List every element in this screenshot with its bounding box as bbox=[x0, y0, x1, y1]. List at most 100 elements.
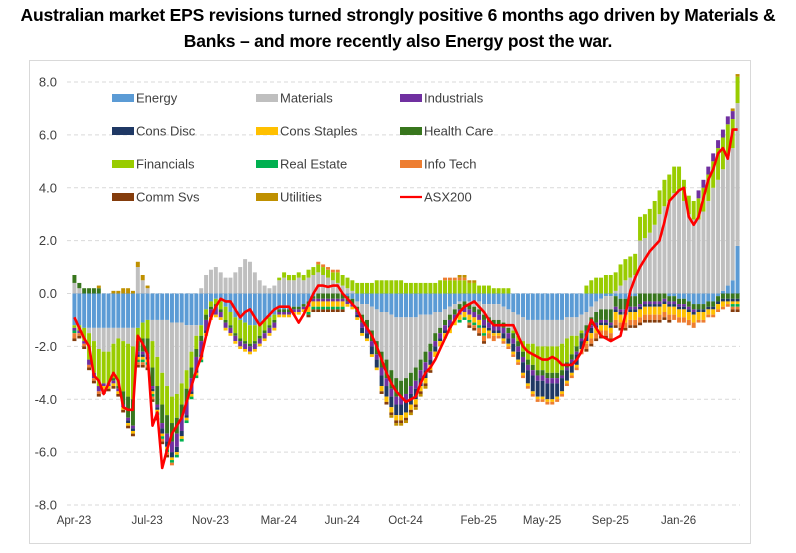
legend-label: ASX200 bbox=[424, 190, 472, 205]
bar-segment-health-care bbox=[296, 306, 301, 310]
bar-stack bbox=[428, 282, 433, 373]
bar-segment-info-tech bbox=[511, 354, 516, 357]
bar-segment-info-tech bbox=[725, 304, 730, 307]
bar-segment-cons-disc bbox=[486, 327, 491, 331]
bar-segment-info-tech bbox=[686, 319, 691, 326]
bar-segment-materials bbox=[472, 301, 477, 307]
bar-segment-financials bbox=[594, 277, 599, 294]
legend-item: ASX200 bbox=[400, 190, 472, 205]
legend-item: Health Care bbox=[400, 124, 493, 139]
bar-segment-energy bbox=[184, 293, 189, 326]
bar-stack bbox=[686, 195, 691, 326]
bar-segment-energy bbox=[613, 293, 618, 297]
bar-segment-energy bbox=[545, 293, 550, 320]
bar-segment-energy bbox=[208, 293, 213, 302]
bar-segment-health-care bbox=[720, 293, 725, 299]
bar-segment-financials bbox=[394, 280, 399, 294]
bar-segment-materials bbox=[282, 277, 287, 294]
bar-segment-financials bbox=[408, 282, 413, 294]
legend-swatch bbox=[256, 160, 278, 168]
bar-segment-financials bbox=[145, 319, 150, 339]
bar-segment-materials bbox=[447, 306, 452, 315]
bar-segment-info-tech bbox=[325, 267, 330, 270]
bar-segment-comm-svs bbox=[618, 327, 623, 331]
bar-segment-health-care bbox=[365, 319, 369, 328]
bar-segment-health-care bbox=[404, 378, 408, 394]
bar-segment-energy bbox=[438, 293, 443, 313]
bar-segment-info-tech bbox=[720, 306, 725, 310]
bar-segment-info-tech bbox=[160, 438, 165, 442]
bar-segment-energy bbox=[379, 293, 384, 313]
bar-segment-materials bbox=[574, 317, 579, 336]
bar-segment-real-estate bbox=[472, 322, 477, 326]
bar-segment-cons-disc bbox=[126, 420, 131, 424]
bar-segment-materials bbox=[77, 288, 82, 294]
bar-segment-cons-staples bbox=[365, 338, 369, 342]
bar-segment-cons-staples bbox=[555, 396, 560, 400]
bar-segment-energy bbox=[418, 293, 423, 315]
bar-stack bbox=[399, 280, 404, 426]
bar-segment-energy bbox=[521, 293, 526, 318]
bar-segment-materials bbox=[681, 200, 686, 294]
bar-stack bbox=[379, 280, 384, 394]
bar-segment-cons-staples bbox=[521, 372, 526, 376]
bar-segment-comm-svs bbox=[72, 338, 77, 342]
bar-segment-utilities bbox=[462, 274, 467, 278]
bar-segment-comm-svs bbox=[126, 425, 131, 429]
bar-segment-cons-staples bbox=[262, 338, 267, 342]
bar-segment-cons-staples bbox=[516, 359, 521, 363]
bar-segment-cons-staples bbox=[491, 333, 496, 336]
bar-segment-cons-disc bbox=[725, 298, 730, 302]
bar-segment-materials bbox=[555, 319, 560, 347]
bar-segment-info-tech bbox=[603, 330, 608, 336]
bar-segment-cons-disc bbox=[165, 441, 170, 447]
bar-segment-industrials bbox=[233, 335, 238, 342]
bar-segment-industrials bbox=[720, 129, 725, 138]
bar-segment-energy bbox=[301, 293, 306, 305]
bar-stack bbox=[394, 280, 399, 426]
bar-segment-industrials bbox=[691, 309, 696, 313]
bar-segment-real-estate bbox=[457, 319, 462, 323]
bar-segment-materials bbox=[179, 322, 184, 384]
bar-segment-materials bbox=[389, 314, 394, 371]
bar-segment-cons-staples bbox=[530, 391, 535, 394]
bar-segment-health-care bbox=[711, 301, 716, 307]
bar-segment-health-care bbox=[681, 298, 686, 305]
bar-segment-comm-svs bbox=[638, 322, 643, 326]
bar-stack bbox=[657, 190, 662, 323]
bar-segment-materials bbox=[696, 219, 701, 294]
bar-segment-energy bbox=[681, 293, 686, 299]
bar-stack bbox=[257, 280, 262, 347]
bar-segment-materials bbox=[238, 267, 243, 294]
bar-stack bbox=[262, 285, 267, 342]
bar-segment-energy bbox=[355, 293, 360, 302]
bar-stack bbox=[174, 293, 179, 458]
bar-segment-materials bbox=[525, 319, 530, 344]
bar-stack bbox=[491, 288, 496, 342]
bar-segment-materials bbox=[291, 280, 296, 294]
bar-segment-cons-staples bbox=[335, 301, 340, 307]
bar-segment-info-tech bbox=[696, 319, 701, 323]
bar-segment-cons-staples bbox=[452, 319, 457, 326]
bar-segment-industrials bbox=[296, 309, 301, 313]
bar-segment-financials bbox=[560, 343, 565, 371]
bar-segment-cons-staples bbox=[389, 407, 394, 413]
bar-segment-info-tech bbox=[672, 314, 677, 320]
bar-segment-energy bbox=[179, 293, 184, 323]
legend: Energy Materials Industrials Cons Disc Cons … bbox=[112, 91, 493, 205]
bar-segment-health-care bbox=[267, 325, 272, 328]
bar-segment-cons-staples bbox=[155, 409, 160, 413]
bar-segment-energy bbox=[277, 293, 282, 310]
bar-segment-energy bbox=[204, 293, 209, 310]
bar-segment-cons-staples bbox=[550, 399, 555, 402]
bar-segment-materials bbox=[72, 282, 77, 294]
bar-segment-real-estate bbox=[160, 436, 165, 439]
bar-segment-industrials bbox=[574, 351, 579, 355]
bar-segment-health-care bbox=[428, 343, 433, 352]
bar-stack bbox=[618, 264, 623, 331]
bar-segment-materials bbox=[506, 309, 511, 328]
bar-segment-health-care bbox=[321, 293, 326, 299]
bar-segment-industrials bbox=[208, 309, 213, 318]
bar-segment-cons-staples bbox=[545, 399, 550, 402]
bar-segment-energy bbox=[569, 293, 574, 318]
